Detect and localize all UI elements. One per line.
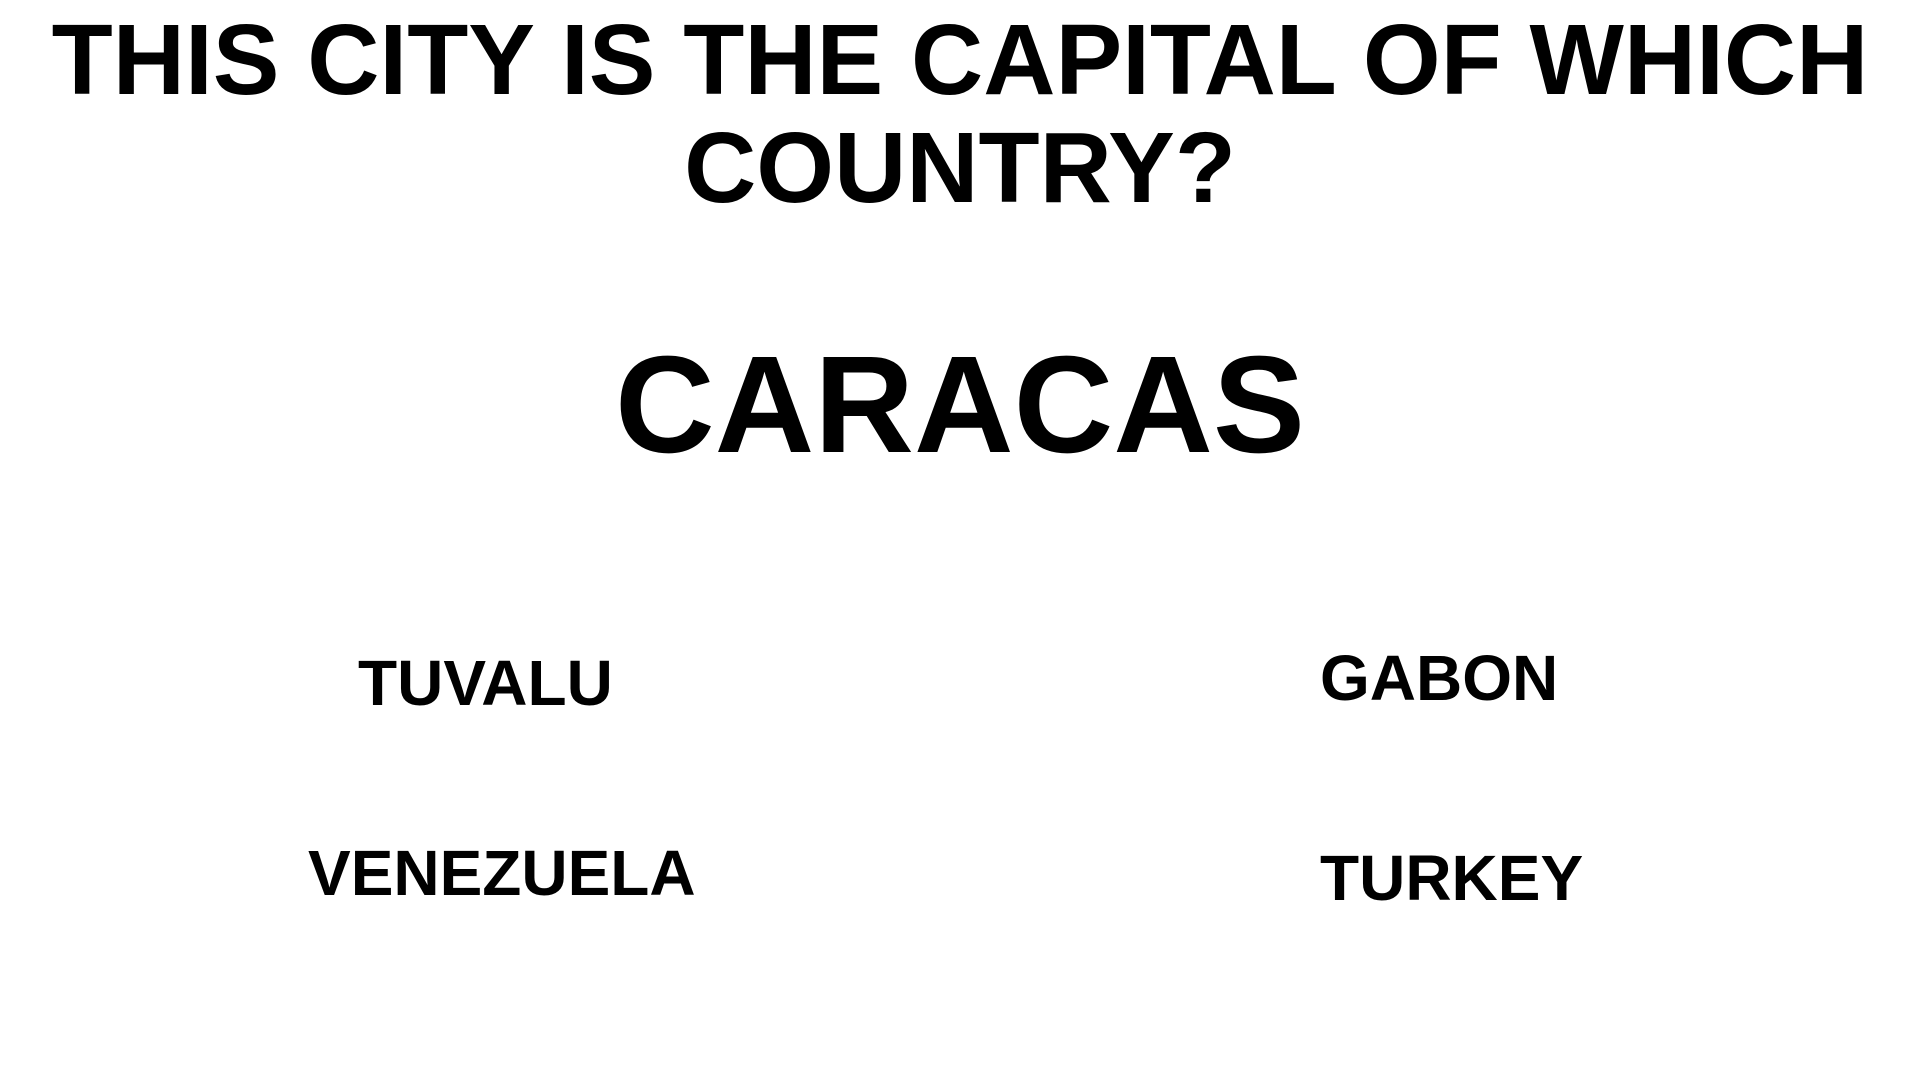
city-name: CARACAS [615, 328, 1305, 482]
answer-option-venezuela[interactable]: VENEZUELA [308, 837, 696, 909]
answer-option-gabon[interactable]: GABON [1320, 642, 1559, 714]
answer-option-turkey[interactable]: TURKEY [1320, 842, 1584, 914]
quiz-question: THIS CITY IS THE CAPITAL OF WHICH COUNTR… [51, 4, 1869, 224]
answer-option-tuvalu[interactable]: TUVALU [358, 647, 613, 719]
